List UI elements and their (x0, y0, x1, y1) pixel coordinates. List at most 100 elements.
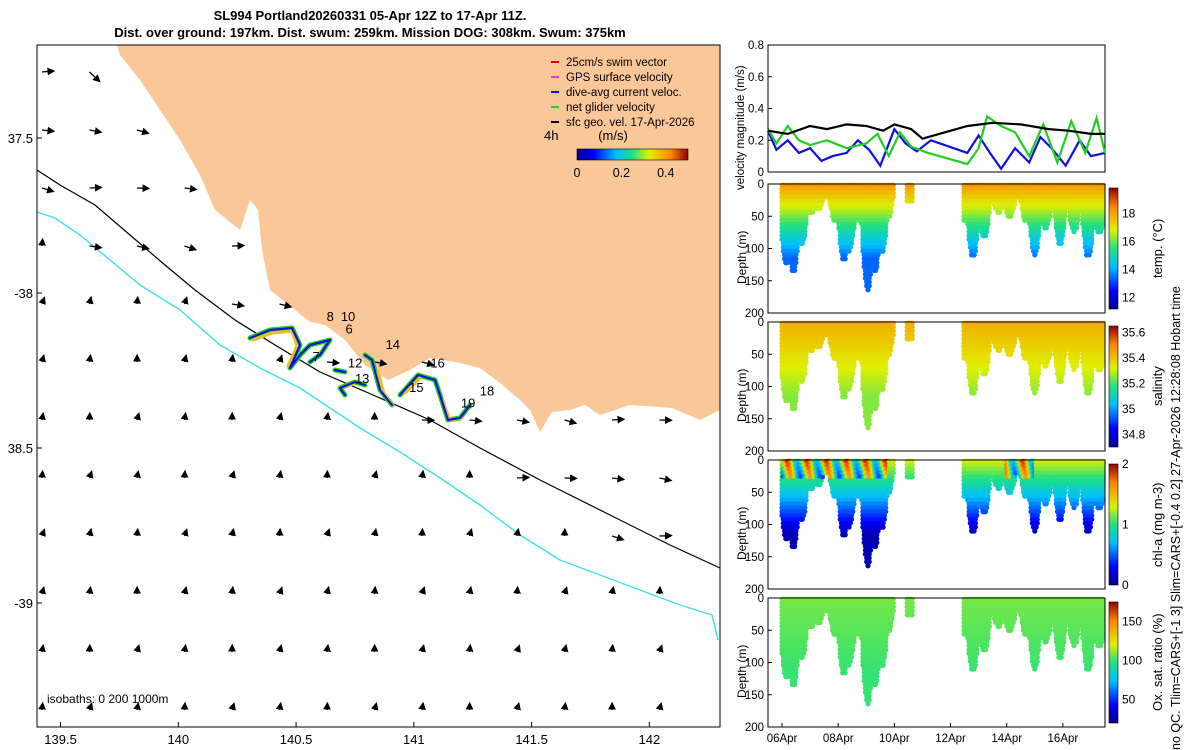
coastline-land (117, 45, 720, 432)
velocity-arrow (513, 701, 521, 711)
map-colorbar-label: (m/s) (598, 128, 628, 143)
colorbar-label: temp. (°C) (1150, 218, 1165, 279)
velocity-arrow (136, 127, 150, 136)
velocity-arrow (41, 67, 56, 76)
velocity-series-line (766, 126, 1106, 171)
velocity-arrow (276, 586, 284, 595)
velocity-panel: 0 0.2 0.4 0.6 0.8 (748, 40, 1107, 179)
map-colorbar-tick: 0.2 (613, 166, 630, 180)
day-label: 13 (355, 371, 369, 386)
depth-axis-label: Depth (m) (735, 368, 749, 422)
velocity-arrow (133, 412, 141, 421)
velocity-arrow (418, 701, 426, 711)
title-line-2: Dist. over ground: 197km. Dist. swum: 25… (114, 25, 626, 40)
colorbar-tick-label: 150 (1122, 615, 1142, 629)
map-y-tick-label: -38 (14, 286, 33, 301)
colorbar-tick-label: 12 (1122, 291, 1136, 305)
map-x-tick-label: 141.5 (515, 732, 548, 747)
depth-tick-label: 50 (751, 211, 764, 223)
depth-axis-label: Depth (m) (735, 644, 749, 698)
velocity-arrow (370, 470, 379, 479)
map-x-tick-label: 140.5 (280, 732, 313, 747)
map-x-tick-label: 142 (638, 732, 660, 747)
day-label: 19 (461, 396, 475, 411)
velocity-series-line (767, 121, 1105, 140)
colorbar-tick-label: 1 (1122, 518, 1129, 532)
velocity-arrow (38, 296, 46, 305)
velocity-arrow (276, 354, 284, 363)
velocity-arrow (228, 527, 236, 537)
depth-tick-label: 150 (745, 552, 764, 564)
colorbar-tick-label: 50 (1122, 693, 1136, 707)
velocity-arrow (38, 353, 46, 363)
velocity-arrow (38, 411, 46, 421)
side-note: no QC. Tlim=CARS+[-1 3] Slim=CARS+[-0.4 … (1169, 286, 1183, 750)
day-label: 10 (341, 309, 355, 324)
day-label: 14 (386, 337, 400, 352)
velocity-arrow (228, 353, 236, 363)
colorbar-tick-label: 34.8 (1122, 427, 1146, 441)
velocity-arrow (85, 353, 94, 363)
velocity-arrow (374, 359, 388, 367)
depth-tick-label: 0 (758, 455, 764, 467)
velocity-arrow (38, 469, 46, 479)
time-axis: 06Apr 08Apr 10Apr 12Apr 14Apr 16Apr (767, 723, 1078, 745)
day-label: 18 (480, 383, 494, 398)
velocity-arrow (516, 417, 531, 425)
time-tick-label: 06Apr (767, 733, 798, 745)
time-tick-label: 10Apr (879, 733, 910, 745)
day-label: 12 (348, 355, 362, 370)
surface-velocity-arrows (38, 67, 673, 711)
velocity-arrow (611, 474, 626, 483)
velocity-series-line (767, 113, 1107, 166)
velocity-arrow (465, 643, 474, 653)
profile-panel-chlorophyll: 0 50 100 150 200 0 1 2 (745, 455, 1129, 596)
title-line-1: SL994 Portland20260331 05-Apr 12Z to 17-… (213, 8, 527, 23)
profile-colorbar (1108, 325, 1119, 448)
depth-tick-label: 100 (745, 244, 764, 256)
velocity-arrow (275, 527, 284, 537)
colorbar-tick-label: 18 (1122, 206, 1136, 220)
velocity-arrow (180, 643, 189, 653)
velocity-arrow (180, 296, 189, 305)
velocity-arrow (38, 528, 46, 537)
colorbar-tick-label: 2 (1122, 457, 1129, 471)
velocity-arrow (323, 411, 331, 421)
depth-axis-label: Depth (m) (735, 230, 749, 284)
map-y-tick-label: 38.5 (8, 441, 33, 456)
velocity-arrow (89, 242, 103, 251)
velocity-arrow (89, 183, 103, 192)
velocity-arrow (370, 585, 379, 595)
profile-panel-oxygen: 0 50 100 150 200 50 100 150 (745, 593, 1143, 734)
velocity-arrow (513, 527, 521, 537)
day-label: 16 (430, 355, 444, 370)
velocity-y-tick-label: 0.2 (748, 135, 764, 147)
velocity-arrow (133, 295, 141, 305)
velocity-arrow (418, 643, 426, 653)
map-x-tick-label: 140 (167, 732, 189, 747)
day-label: 7 (313, 349, 320, 364)
velocity-arrow (89, 71, 101, 83)
time-tick-label: 08Apr (823, 733, 854, 745)
depth-tick-label: 100 (745, 658, 764, 670)
velocity-arrow (279, 301, 293, 310)
colorbar-tick-label: 0 (1122, 578, 1129, 592)
velocity-arrow (89, 127, 103, 135)
velocity-arrow (180, 411, 189, 421)
depth-tick-label: 150 (745, 276, 764, 288)
depth-tick-label: 0 (758, 593, 764, 605)
velocity-arrow (180, 528, 189, 537)
velocity-arrow (41, 185, 55, 194)
velocity-arrow (564, 417, 578, 426)
day-label: 8 (327, 309, 334, 324)
map-legend: 25cm/s swim vector GPS surface velocity di… (551, 57, 695, 129)
velocity-arrow (611, 533, 625, 542)
velocity-arrow (275, 411, 284, 421)
velocity-arrow (655, 644, 664, 653)
velocity-arrow (323, 643, 331, 653)
colorbar-label: salinity (1150, 366, 1165, 407)
depth-tick-label: 0 (758, 179, 764, 191)
